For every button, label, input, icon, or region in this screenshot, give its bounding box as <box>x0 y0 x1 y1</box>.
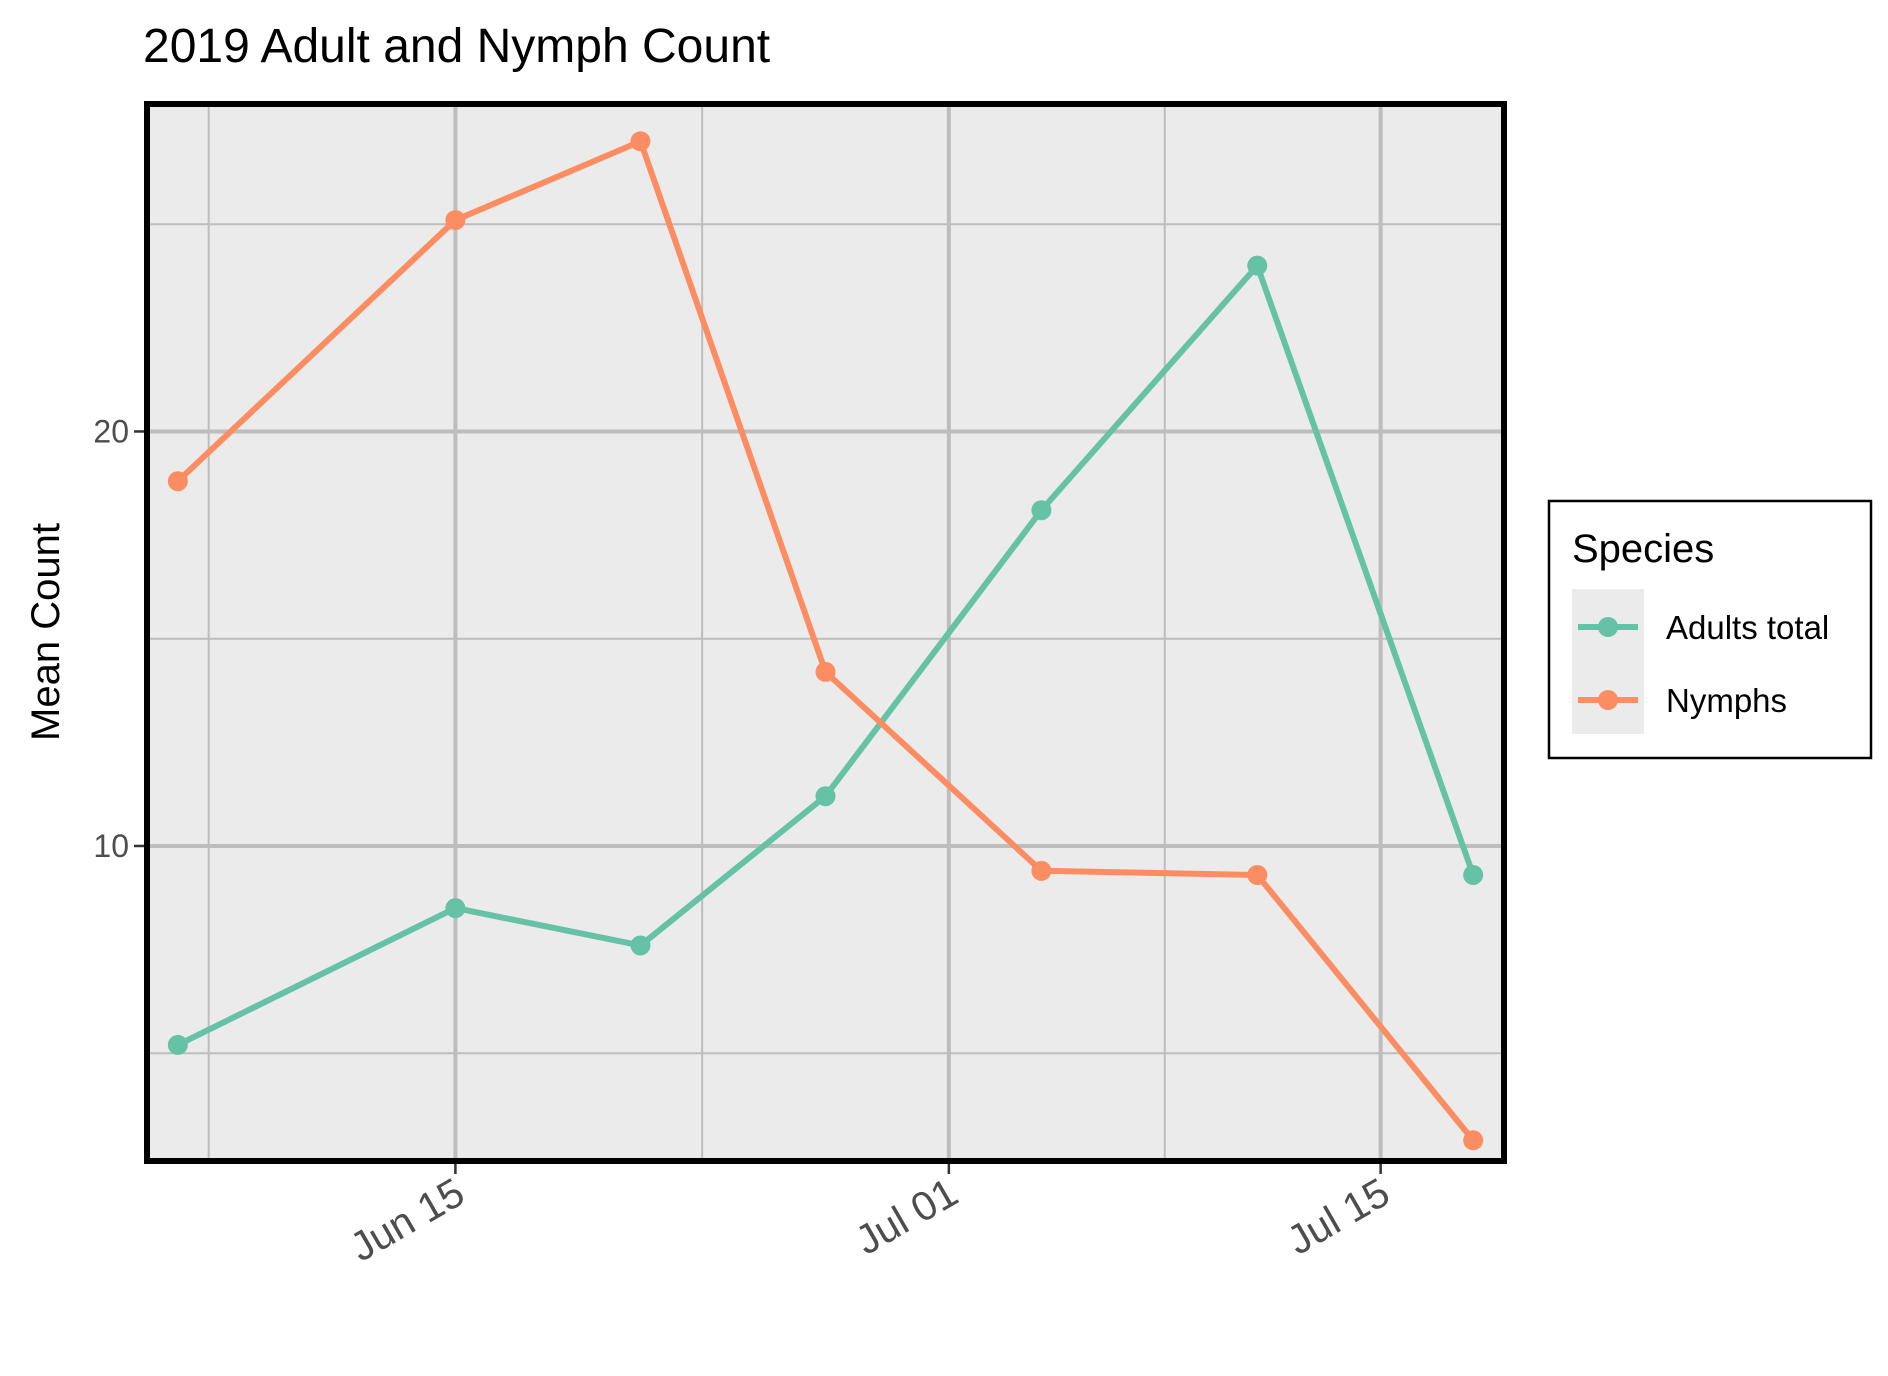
data-point <box>1247 255 1268 276</box>
plot-border <box>144 101 1507 1164</box>
legend-title: Species <box>1572 527 1714 571</box>
data-point <box>815 786 836 807</box>
legend-key-point <box>1598 690 1618 710</box>
series-adults-total <box>167 255 1484 1055</box>
data-point <box>445 898 466 919</box>
legend-label: Nymphs <box>1666 682 1787 719</box>
legend-key-background <box>1572 589 1644 734</box>
data-point <box>445 210 466 231</box>
legend-items: Adults total Nymphs <box>1578 609 1829 719</box>
data-point <box>630 935 651 956</box>
data-point <box>167 471 188 492</box>
series-nymphs <box>167 131 1484 1151</box>
x-tick-label: Jul 15 <box>1279 1169 1397 1264</box>
x-tick-label: Jun 15 <box>342 1169 472 1270</box>
data-point <box>815 661 836 682</box>
grid-lines <box>147 104 1504 1161</box>
chart-title: 2019 Adult and Nymph Count <box>143 20 770 73</box>
x-tick-label: Jul 01 <box>848 1169 966 1264</box>
legend: Species Adults total Nymphs <box>1547 499 1873 760</box>
data-point <box>1463 864 1484 885</box>
series-layer <box>167 131 1484 1151</box>
data-point <box>630 131 651 152</box>
data-point <box>1247 864 1268 885</box>
y-tick-label: 20 <box>93 413 129 449</box>
y-tick-label: 10 <box>93 828 129 864</box>
legend-key-point <box>1598 617 1618 637</box>
y-axis-title: Mean Count <box>24 523 68 741</box>
plot-panel <box>147 104 1504 1161</box>
data-point <box>1463 1130 1484 1151</box>
x-axis: Jun 15 Jul 01 Jul 15 <box>342 1164 1397 1270</box>
data-point <box>1031 860 1052 881</box>
data-point <box>167 1034 188 1055</box>
data-point <box>1031 500 1052 521</box>
legend-label: Adults total <box>1666 609 1829 646</box>
y-axis: 10 20 <box>93 413 144 864</box>
